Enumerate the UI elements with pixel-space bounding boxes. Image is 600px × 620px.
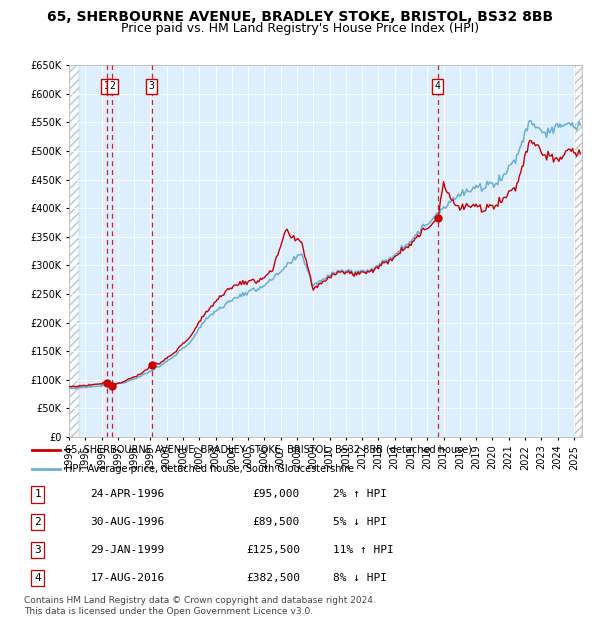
Text: Price paid vs. HM Land Registry's House Price Index (HPI): Price paid vs. HM Land Registry's House …	[121, 22, 479, 35]
Text: Contains HM Land Registry data © Crown copyright and database right 2024.
This d: Contains HM Land Registry data © Crown c…	[24, 596, 376, 616]
Text: 65, SHERBOURNE AVENUE, BRADLEY STOKE, BRISTOL, BS32 8BB (detached house): 65, SHERBOURNE AVENUE, BRADLEY STOKE, BR…	[65, 445, 472, 455]
Text: £382,500: £382,500	[246, 573, 300, 583]
Text: 2: 2	[34, 517, 41, 528]
Text: 2% ↑ HPI: 2% ↑ HPI	[333, 489, 387, 500]
Text: 11% ↑ HPI: 11% ↑ HPI	[333, 545, 394, 556]
Text: 30-AUG-1996: 30-AUG-1996	[90, 517, 164, 528]
Text: £89,500: £89,500	[253, 517, 300, 528]
Text: 1: 1	[104, 81, 110, 91]
Text: 17-AUG-2016: 17-AUG-2016	[90, 573, 164, 583]
Text: HPI: Average price, detached house, South Gloucestershire: HPI: Average price, detached house, Sout…	[65, 464, 355, 474]
Text: 4: 4	[34, 573, 41, 583]
Text: 29-JAN-1999: 29-JAN-1999	[90, 545, 164, 556]
Text: 3: 3	[149, 81, 155, 91]
Text: 8% ↓ HPI: 8% ↓ HPI	[333, 573, 387, 583]
Text: £125,500: £125,500	[246, 545, 300, 556]
Text: 4: 4	[434, 81, 440, 91]
Text: 65, SHERBOURNE AVENUE, BRADLEY STOKE, BRISTOL, BS32 8BB: 65, SHERBOURNE AVENUE, BRADLEY STOKE, BR…	[47, 10, 553, 24]
Text: £95,000: £95,000	[253, 489, 300, 500]
Text: 2: 2	[109, 81, 115, 91]
Text: 24-APR-1996: 24-APR-1996	[90, 489, 164, 500]
Text: 5% ↓ HPI: 5% ↓ HPI	[333, 517, 387, 528]
Text: 1: 1	[34, 489, 41, 500]
Text: 3: 3	[34, 545, 41, 556]
